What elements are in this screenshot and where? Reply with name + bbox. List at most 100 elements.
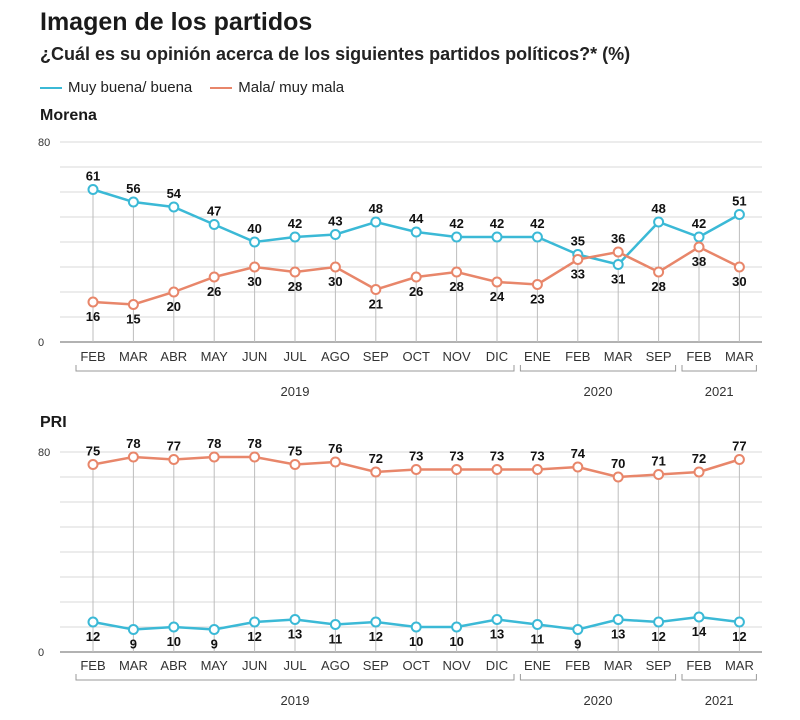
data-point-unfavorable	[370, 284, 382, 295]
legend-item-unfavorable: Mala/ muy mala	[210, 79, 344, 96]
data-point-favorable	[451, 231, 463, 243]
data-point-favorable	[693, 231, 705, 243]
data-point-unfavorable	[289, 266, 301, 278]
data-point-unfavorable	[491, 464, 503, 475]
data-label-unfavorable: 21	[369, 297, 383, 312]
data-point-favorable	[249, 236, 261, 248]
data-point-unfavorable	[693, 241, 705, 253]
legend: Muy buena/ buena Mala/ muy mala	[40, 79, 352, 96]
x-tick-label: FEB	[80, 349, 105, 364]
data-point-favorable	[612, 259, 624, 270]
x-tick-label: JUL	[283, 658, 306, 673]
data-point-unfavorable	[612, 471, 624, 483]
data-point-favorable	[127, 624, 139, 635]
chart-panel-pri: PRI 0 80 FEB MAR ABR MAY JUN JUL AGO SEP OCT NOV DIC E…	[38, 414, 762, 708]
data-point-favorable	[127, 196, 139, 208]
year-label: 2019	[281, 384, 310, 399]
data-point-favorable	[329, 229, 341, 240]
year-bracket	[681, 365, 757, 372]
data-label-favorable: 11	[531, 632, 545, 647]
data-point-favorable	[249, 616, 261, 628]
data-point-favorable	[87, 184, 99, 195]
data-point-unfavorable	[249, 451, 261, 463]
data-label-favorable: 10	[409, 634, 423, 649]
y-tick-label: 80	[38, 137, 50, 149]
data-point-favorable	[693, 611, 705, 623]
data-label-unfavorable: 76	[328, 441, 342, 456]
data-label-favorable: 13	[611, 627, 625, 642]
legend-label-unfavorable: Mala/ muy mala	[238, 79, 345, 96]
data-label-unfavorable: 73	[490, 449, 504, 464]
data-point-unfavorable	[329, 261, 341, 273]
legend-item-favorable: Muy buena/ buena	[40, 79, 192, 96]
x-tick-label: MAR	[725, 658, 754, 673]
data-label-favorable: 10	[167, 634, 181, 649]
data-label-favorable: 48	[651, 201, 665, 216]
data-label-unfavorable: 72	[369, 451, 383, 466]
panel-title-morena: Morena	[40, 107, 97, 124]
chart-title: Imagen de los partidos	[40, 8, 313, 36]
chart-panel-morena: Morena 0 80 FEB MAR ABR MAY JUN JUL AGO SEP OCT NOV D…	[38, 107, 762, 399]
x-tick-label: ENE	[524, 658, 551, 673]
data-point-favorable	[572, 624, 584, 635]
data-label-favorable: 56	[126, 181, 140, 196]
data-point-unfavorable	[410, 271, 422, 283]
data-point-unfavorable	[653, 469, 665, 480]
data-label-favorable: 40	[247, 221, 261, 236]
x-tick-label: FEB	[686, 349, 711, 364]
x-tick-label: DIC	[486, 658, 508, 673]
x-tick-label: FEB	[80, 658, 105, 673]
data-label-favorable: 44	[409, 211, 424, 226]
data-label-unfavorable: 38	[692, 254, 706, 269]
data-point-unfavorable	[531, 279, 543, 290]
x-tick-label: OCT	[402, 349, 430, 364]
data-label-favorable: 31	[611, 272, 625, 287]
data-label-favorable: 43	[328, 214, 342, 229]
data-point-favorable	[208, 624, 220, 635]
data-point-favorable	[87, 616, 99, 628]
data-point-favorable	[531, 231, 543, 243]
year-label: 2021	[705, 693, 734, 708]
data-point-unfavorable	[451, 266, 463, 278]
data-label-favorable: 42	[288, 216, 302, 231]
year-bracket	[519, 674, 677, 681]
year-bracket	[75, 674, 515, 681]
data-label-favorable: 42	[692, 216, 706, 231]
x-tick-label: MAY	[201, 658, 229, 673]
data-point-favorable	[208, 219, 220, 230]
panel-title-pri: PRI	[40, 414, 67, 431]
data-point-favorable	[733, 209, 745, 220]
x-tick-label: ABR	[160, 349, 187, 364]
year-label: 2020	[584, 384, 613, 399]
data-label-favorable: 11	[329, 632, 343, 647]
data-point-favorable	[733, 616, 745, 628]
data-point-unfavorable	[87, 459, 99, 470]
data-point-unfavorable	[127, 299, 139, 310]
data-label-unfavorable: 28	[288, 279, 302, 294]
data-label-unfavorable: 77	[167, 439, 181, 454]
data-point-unfavorable	[168, 454, 180, 465]
data-point-unfavorable	[612, 246, 624, 258]
x-tick-label: NOV	[443, 658, 472, 673]
x-tick-label: NOV	[443, 349, 472, 364]
data-point-unfavorable	[329, 456, 341, 468]
year-label: 2020	[584, 693, 613, 708]
data-label-unfavorable: 28	[651, 279, 665, 294]
legend-label-favorable: Muy buena/ buena	[68, 79, 193, 96]
data-point-unfavorable	[733, 454, 745, 465]
data-point-favorable	[612, 614, 624, 625]
data-label-unfavorable: 73	[449, 449, 463, 464]
data-point-unfavorable	[693, 466, 705, 478]
data-label-unfavorable: 28	[449, 279, 463, 294]
legend-swatch-favorable	[40, 86, 62, 89]
data-label-unfavorable: 78	[247, 436, 261, 451]
x-tick-label: FEB	[565, 349, 590, 364]
data-point-unfavorable	[572, 254, 584, 265]
data-label-unfavorable: 75	[288, 444, 302, 459]
y-tick-label: 0	[38, 337, 44, 349]
year-label: 2019	[281, 693, 310, 708]
data-label-unfavorable: 26	[207, 284, 221, 299]
chart-subtitle: ¿Cuál es su opinión acerca de los siguie…	[40, 44, 631, 64]
data-label-unfavorable: 74	[571, 446, 586, 461]
